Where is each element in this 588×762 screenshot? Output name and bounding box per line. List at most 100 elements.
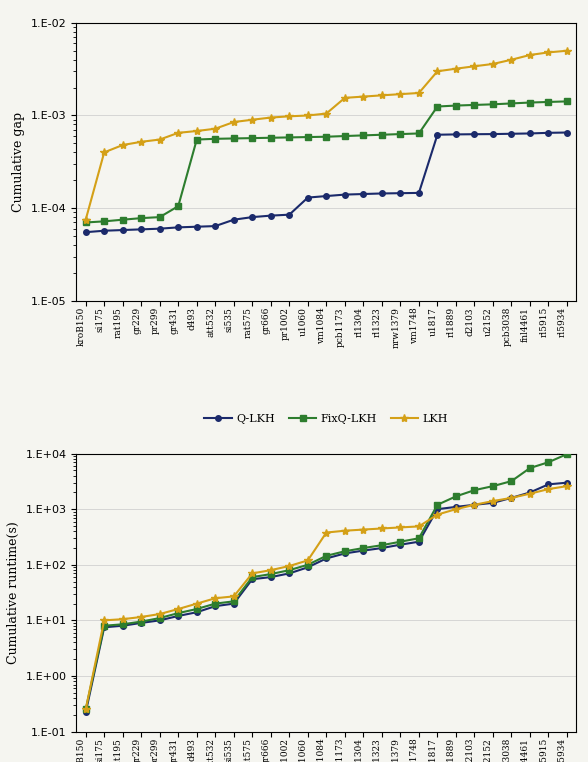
LKH [193,599,201,608]
FixQ-LKH [82,218,89,227]
FixQ-LKH [193,604,201,613]
LKH [415,88,422,98]
FixQ-LKH [434,102,441,111]
LKH [175,128,182,137]
Q-LKH [415,188,422,197]
Q-LKH [249,575,256,584]
FixQ-LKH [268,133,275,142]
FixQ-LKH [156,613,163,623]
LKH [82,705,89,714]
Q-LKH [138,225,145,234]
Q-LKH [138,618,145,627]
Q-LKH [305,193,312,202]
FixQ-LKH [526,98,533,107]
Line: LKH: LKH [82,482,571,713]
Q-LKH [397,189,404,198]
FixQ-LKH [563,97,570,106]
FixQ-LKH [508,476,515,485]
FixQ-LKH [563,450,570,459]
Q-LKH [471,500,478,509]
Line: FixQ-LKH: FixQ-LKH [83,451,570,712]
FixQ-LKH [268,569,275,578]
Q-LKH [101,623,108,632]
Q-LKH [545,128,552,137]
LKH [230,117,238,126]
FixQ-LKH [230,134,238,143]
FixQ-LKH [360,131,367,140]
Q-LKH [268,211,275,220]
Line: Q-LKH: Q-LKH [83,130,570,235]
LKH [563,482,570,491]
Q-LKH [175,611,182,620]
LKH [489,59,496,69]
LKH [305,111,312,120]
Line: FixQ-LKH: FixQ-LKH [83,98,570,226]
LKH [249,115,256,124]
LKH [360,92,367,101]
LKH [471,500,478,509]
LKH [471,62,478,71]
FixQ-LKH [415,533,422,543]
FixQ-LKH [489,482,496,491]
LKH [508,493,515,502]
FixQ-LKH [305,560,312,569]
FixQ-LKH [323,551,330,560]
FixQ-LKH [545,98,552,107]
FixQ-LKH [323,132,330,141]
Q-LKH [212,601,219,610]
LKH [119,615,126,624]
Q-LKH [119,621,126,630]
LKH [156,135,163,144]
FixQ-LKH [230,597,238,606]
FixQ-LKH [101,621,108,630]
LKH [323,528,330,537]
Q-LKH [268,572,275,581]
FixQ-LKH [545,458,552,467]
Q-LKH [230,215,238,224]
Q-LKH [378,543,385,552]
Q-LKH [101,226,108,235]
Y-axis label: Cumulative gap: Cumulative gap [12,112,25,212]
FixQ-LKH [249,133,256,142]
FixQ-LKH [378,130,385,139]
FixQ-LKH [489,100,496,109]
Q-LKH [82,708,89,717]
FixQ-LKH [212,599,219,608]
LKH [212,594,219,603]
Q-LKH [489,130,496,139]
LKH [341,93,348,102]
Q-LKH [230,599,238,608]
Q-LKH [545,480,552,489]
LKH [175,604,182,613]
Q-LKH [508,130,515,139]
LKH [138,613,145,622]
Line: Q-LKH: Q-LKH [83,480,570,716]
LKH [452,64,459,73]
Q-LKH [378,189,385,198]
FixQ-LKH [360,543,367,552]
LKH [360,525,367,534]
FixQ-LKH [249,572,256,581]
LKH [268,113,275,122]
FixQ-LKH [341,546,348,555]
Q-LKH [286,568,293,578]
Q-LKH [323,191,330,200]
FixQ-LKH [434,500,441,509]
Q-LKH [526,129,533,138]
Q-LKH [193,607,201,616]
LKH [415,522,422,531]
FixQ-LKH [305,133,312,142]
FixQ-LKH [101,216,108,226]
Q-LKH [563,478,570,487]
LKH [434,510,441,519]
Q-LKH [156,616,163,625]
Q-LKH [360,546,367,555]
Q-LKH [526,488,533,497]
LKH [526,50,533,59]
LKH [452,504,459,514]
LKH [341,526,348,535]
LKH [156,610,163,619]
FixQ-LKH [397,537,404,546]
LKH [101,616,108,625]
Q-LKH [82,228,89,237]
